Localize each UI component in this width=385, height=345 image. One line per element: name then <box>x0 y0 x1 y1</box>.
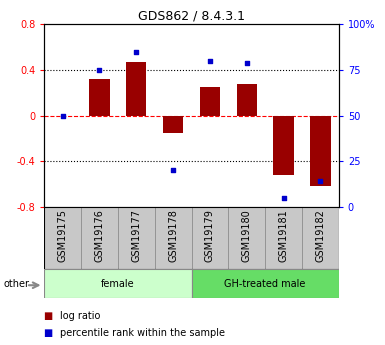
Text: GH-treated male: GH-treated male <box>224 279 306 289</box>
Title: GDS862 / 8.4.3.1: GDS862 / 8.4.3.1 <box>138 10 245 23</box>
Point <box>244 60 250 65</box>
Bar <box>126 62 146 116</box>
Text: GSM19178: GSM19178 <box>168 209 178 262</box>
Bar <box>118 207 155 269</box>
Bar <box>237 83 257 116</box>
Bar <box>44 207 81 269</box>
Point <box>133 49 139 54</box>
Text: ■: ■ <box>44 328 57 338</box>
Bar <box>265 207 302 269</box>
Bar <box>302 207 339 269</box>
Bar <box>81 207 118 269</box>
Point <box>281 195 287 201</box>
Bar <box>228 207 265 269</box>
Point <box>60 113 66 118</box>
Text: GSM19176: GSM19176 <box>94 209 104 262</box>
Bar <box>200 87 220 116</box>
Point <box>317 179 323 184</box>
Text: log ratio: log ratio <box>60 311 100 321</box>
Text: GSM19180: GSM19180 <box>242 209 252 262</box>
Bar <box>163 116 183 133</box>
Bar <box>310 116 330 186</box>
Point <box>170 168 176 173</box>
Text: GSM19179: GSM19179 <box>205 209 215 262</box>
Text: percentile rank within the sample: percentile rank within the sample <box>60 328 225 338</box>
Text: female: female <box>101 279 135 289</box>
Text: GSM19175: GSM19175 <box>58 209 68 263</box>
Text: ■: ■ <box>44 311 57 321</box>
Bar <box>192 207 228 269</box>
Bar <box>192 269 339 298</box>
Point <box>207 58 213 63</box>
Text: other: other <box>4 279 30 289</box>
Text: GSM19177: GSM19177 <box>131 209 141 263</box>
Bar <box>89 79 110 116</box>
Point <box>96 67 102 73</box>
Bar <box>273 116 294 175</box>
Bar <box>155 207 192 269</box>
Bar <box>44 269 192 298</box>
Text: GSM19181: GSM19181 <box>279 209 289 262</box>
Text: GSM19182: GSM19182 <box>315 209 325 262</box>
